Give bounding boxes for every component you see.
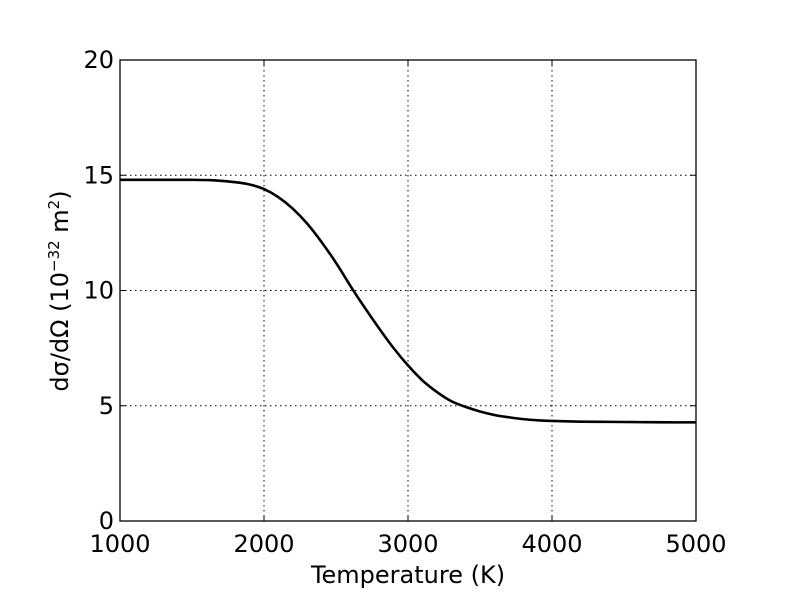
tick-labels: 1000 2000 3000 4000 5000 0 5 10 15 20 xyxy=(83,46,726,558)
y-axis-label-close: ) xyxy=(46,190,74,199)
y-tick-label: 15 xyxy=(83,161,114,189)
y-axis-label-exponent: −32 xyxy=(45,240,63,272)
x-tick-label: 5000 xyxy=(665,530,726,558)
x-tick-label: 4000 xyxy=(521,530,582,558)
ticks xyxy=(119,59,697,522)
y-tick-label: 5 xyxy=(99,392,114,420)
y-axis-label-unit: m xyxy=(46,209,74,240)
x-axis-label: Temperature (K) xyxy=(310,561,505,589)
y-tick-label: 20 xyxy=(83,46,114,74)
y-tick-label: 0 xyxy=(99,507,114,535)
y-axis-label-main: dσ/dΩ (10 xyxy=(46,272,74,392)
series-layer xyxy=(120,178,697,424)
y-tick-label: 10 xyxy=(83,277,114,305)
x-tick-label: 2000 xyxy=(233,530,294,558)
y-axis-label-unit-exponent: 2 xyxy=(45,200,63,210)
series-line xyxy=(120,178,697,424)
y-axis-label: dσ/dΩ (10−32 m2) xyxy=(45,190,74,391)
grid xyxy=(120,60,696,521)
x-tick-label: 3000 xyxy=(377,530,438,558)
x-tick-label: 1000 xyxy=(89,530,150,558)
